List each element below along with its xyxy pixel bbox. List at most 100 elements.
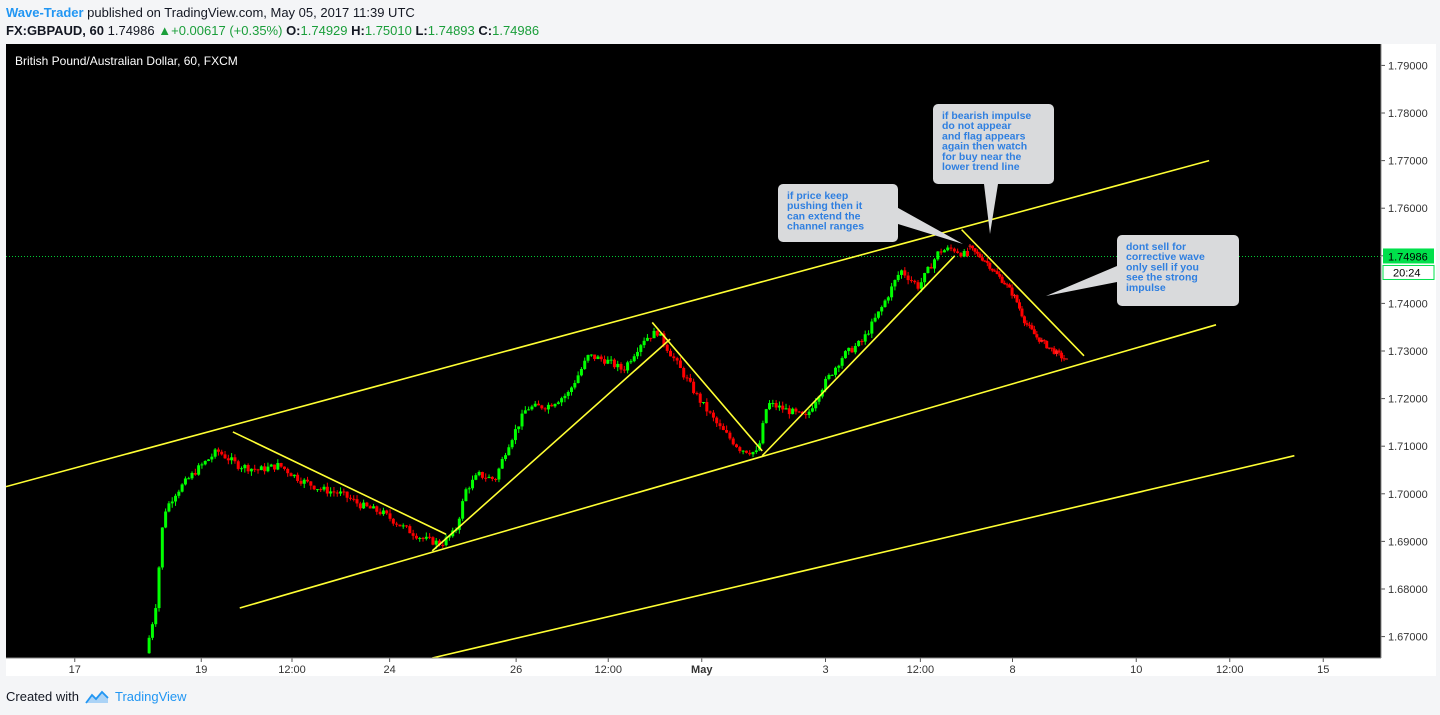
chart-frame[interactable]: British Pound/Australian Dollar, 60, FXC…	[6, 44, 1436, 676]
trend-line	[651, 321, 763, 452]
candle	[286, 468, 290, 474]
candle	[777, 405, 781, 408]
candle	[721, 426, 725, 431]
annotation-callout: dont sell for corrective wave only sell if…	[1046, 235, 1239, 306]
candle	[560, 398, 564, 403]
candle	[1003, 282, 1007, 285]
candle	[520, 413, 524, 427]
candle	[411, 533, 415, 536]
callout-line: can extend the	[787, 210, 861, 222]
candle	[616, 363, 620, 368]
candle	[230, 457, 234, 461]
candle	[467, 488, 471, 490]
candle	[266, 466, 270, 472]
y-tick-label: 1.69000	[1388, 536, 1428, 548]
candle	[289, 473, 293, 477]
callout-line: impulse	[1126, 282, 1166, 294]
callout-line: only sell if you	[1126, 261, 1199, 273]
candle	[939, 251, 943, 253]
candle	[642, 340, 646, 346]
candle	[203, 460, 207, 465]
candle	[896, 274, 900, 281]
candle	[319, 489, 323, 491]
trend-line	[431, 338, 671, 552]
candle	[942, 250, 946, 253]
y-tick-label: 1.71000	[1388, 441, 1428, 453]
author-link[interactable]: Wave-Trader	[6, 5, 84, 20]
candle	[177, 491, 181, 496]
callout-text: if bearish impulse do not appear and flag …	[942, 110, 1031, 173]
trend-line	[239, 324, 1217, 609]
candle	[966, 251, 970, 256]
candle	[998, 274, 1002, 277]
candle	[682, 368, 686, 378]
candle	[160, 527, 164, 568]
candle	[692, 381, 696, 394]
candle	[279, 463, 283, 467]
countdown-label: 20:24	[1393, 267, 1421, 279]
callout-line: do not appear	[942, 120, 1011, 132]
candle	[457, 518, 461, 530]
candle	[226, 458, 230, 461]
candle	[484, 477, 488, 479]
candle	[355, 499, 359, 504]
callout-line: lower trend line	[942, 161, 1020, 173]
countdown-bg	[1382, 264, 1435, 280]
low-value: 1.74893	[427, 23, 475, 38]
candles-bearish	[968, 244, 1069, 362]
candle	[1010, 287, 1014, 296]
candle	[949, 247, 953, 249]
candle	[510, 440, 514, 448]
candle	[438, 540, 442, 545]
candle	[1057, 350, 1061, 353]
candle	[973, 248, 977, 252]
candle	[348, 497, 352, 499]
ohlc-line: FX:GBPAUD, 60 1.74986 ▲+0.00617 (+0.35%)…	[6, 22, 539, 40]
candle	[170, 501, 174, 504]
price-chart[interactable]: British Pound/Australian Dollar, 60, FXC…	[6, 44, 1436, 676]
tradingview-logo-icon	[85, 690, 109, 704]
candle	[678, 360, 682, 369]
candle	[652, 330, 656, 339]
candle	[632, 356, 636, 362]
candle	[975, 251, 979, 254]
x-tick-label: 8	[1009, 664, 1015, 676]
candle	[345, 491, 349, 498]
candle	[705, 402, 709, 412]
x-tick-label: 12:00	[907, 664, 935, 676]
y-tick-label: 1.67000	[1388, 632, 1428, 644]
candle	[916, 282, 920, 289]
candle	[1008, 284, 1012, 288]
candle	[385, 510, 389, 514]
candle	[332, 491, 336, 493]
last-price: 1.74986	[107, 23, 155, 38]
candle	[787, 408, 791, 415]
tradingview-link[interactable]: TradingView	[85, 689, 187, 704]
candle	[315, 489, 319, 491]
candle	[774, 403, 778, 408]
candle	[893, 280, 897, 287]
candle	[659, 333, 663, 336]
candle	[880, 307, 884, 312]
y-tick-label: 1.73000	[1388, 346, 1428, 358]
created-with-text: Created with	[6, 689, 79, 704]
candle	[956, 251, 960, 253]
candle	[527, 409, 531, 411]
candle	[414, 535, 418, 539]
candle	[253, 468, 257, 470]
candle	[395, 523, 399, 525]
callout-line: again then watch	[942, 141, 1027, 153]
candle	[583, 360, 587, 369]
candle	[870, 321, 874, 334]
candle	[292, 474, 296, 477]
candle	[735, 444, 739, 448]
candle	[398, 524, 402, 527]
candle	[533, 403, 537, 407]
current-price-label: 1.74986	[1388, 251, 1428, 263]
candle	[744, 450, 748, 453]
candle	[980, 257, 984, 261]
candle	[586, 355, 590, 361]
candle	[804, 414, 808, 416]
candle	[421, 537, 425, 539]
candle	[857, 340, 861, 346]
